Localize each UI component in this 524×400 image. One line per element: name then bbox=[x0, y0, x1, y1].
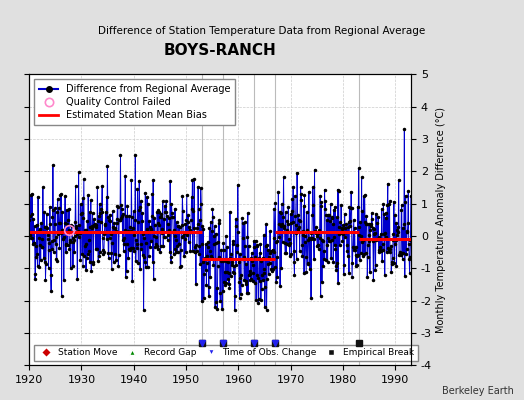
Text: Difference of Station Temperature Data from Regional Average: Difference of Station Temperature Data f… bbox=[99, 26, 425, 36]
Legend: Station Move, Record Gap, Time of Obs. Change, Empirical Break: Station Move, Record Gap, Time of Obs. C… bbox=[34, 344, 418, 361]
Y-axis label: Monthly Temperature Anomaly Difference (°C): Monthly Temperature Anomaly Difference (… bbox=[436, 107, 446, 333]
Title: BOYS-RANCH: BOYS-RANCH bbox=[163, 43, 277, 58]
Text: Berkeley Earth: Berkeley Earth bbox=[442, 386, 514, 396]
